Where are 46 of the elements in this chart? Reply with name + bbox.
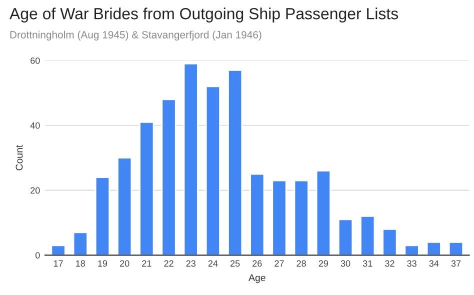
bar	[426, 242, 442, 256]
x-tick-label: 25	[230, 260, 240, 267]
x-tick-label: 31	[362, 260, 372, 267]
x-tick-label: 21	[142, 260, 152, 267]
bar	[360, 216, 376, 256]
bar	[161, 98, 176, 256]
bar	[183, 63, 198, 256]
x-tick-label: 22	[164, 260, 174, 267]
bar	[94, 176, 110, 256]
x-tick-label: 33	[407, 260, 416, 267]
x-tick-label: 23	[186, 260, 196, 267]
x-tick-label: 32	[385, 260, 394, 267]
bar	[448, 242, 464, 256]
bar	[205, 86, 220, 256]
x-tick-label: 20	[120, 260, 130, 267]
y-tick-label: 60	[30, 57, 40, 64]
x-tick-label: 17	[54, 260, 63, 267]
bar	[139, 121, 154, 256]
x-tick-label: 30	[340, 260, 350, 267]
x-tick-label: 34	[429, 260, 439, 267]
bar	[338, 218, 354, 256]
x-tick-label: 28	[296, 260, 306, 267]
chart-title: Age of War Brides from Outgoing Ship Passenger Lists	[10, 8, 398, 22]
bar	[382, 228, 398, 256]
bar	[50, 244, 66, 256]
x-tick-label: 24	[208, 260, 218, 267]
x-tick-label: 37	[451, 260, 461, 267]
bar	[250, 173, 265, 256]
y-axis-title: Count	[16, 144, 23, 170]
x-tick-label: 26	[252, 260, 262, 267]
bar	[117, 157, 132, 256]
x-tick-label: 27	[274, 260, 284, 267]
x-axis-title: Age	[248, 274, 266, 284]
bar	[294, 180, 309, 256]
y-tick-label: 40	[30, 122, 40, 129]
x-tick-label: 29	[318, 260, 328, 267]
y-tick-label: 0	[36, 252, 40, 259]
x-tick-label: 19	[98, 260, 108, 267]
bar	[404, 244, 420, 256]
chart-subtitle: Drottningholm (Aug 1945) & Stavangerfjord (Jan 1946)	[10, 30, 262, 41]
x-tick-label: 18	[76, 260, 86, 267]
bar	[316, 170, 331, 256]
bar	[72, 232, 88, 256]
y-tick-label: 20	[30, 187, 40, 194]
bar	[228, 70, 243, 256]
bar	[272, 180, 287, 256]
